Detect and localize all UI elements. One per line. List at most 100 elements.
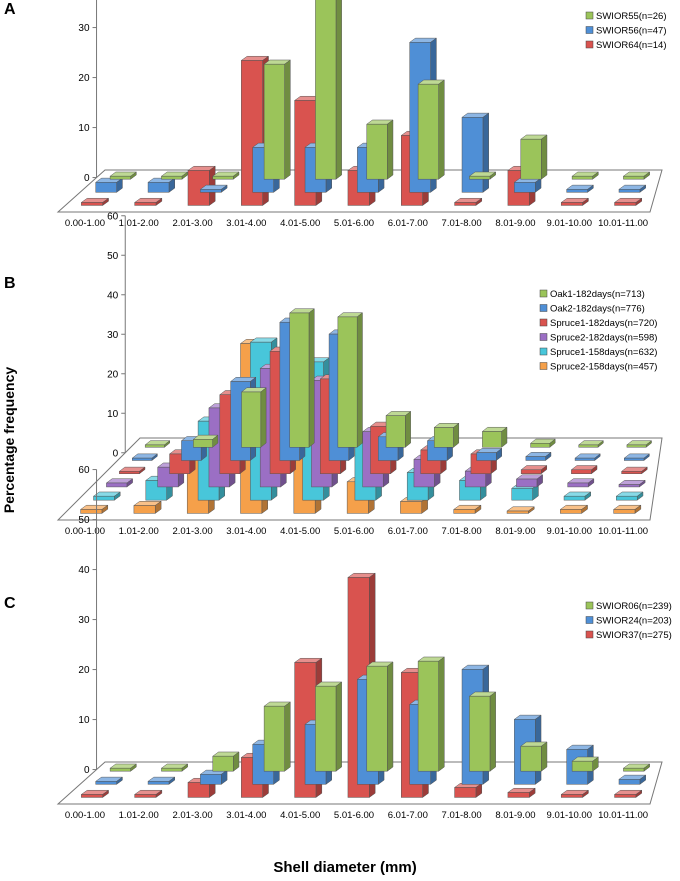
bar-c-0-8 — [520, 741, 548, 772]
bar-front — [621, 471, 642, 474]
bar-a-2-0 — [80, 197, 110, 206]
bar-side — [489, 691, 496, 772]
bar-front — [520, 745, 542, 772]
bar-c-1-0 — [94, 776, 124, 785]
bar-c-2-8 — [507, 787, 536, 798]
bar-front — [560, 202, 583, 206]
bar-front — [200, 189, 222, 193]
bar-front — [624, 457, 645, 461]
bar-front — [525, 456, 546, 461]
bar-b-0-9 — [578, 440, 605, 448]
legend-label: Spruce1-158days(n=632) — [550, 347, 657, 358]
bar-a-1-10 — [618, 184, 647, 193]
bar-b-2-10 — [620, 466, 648, 475]
legend-label: SWIOR56(n=47) — [596, 26, 667, 37]
bar-side — [438, 79, 445, 180]
legend-label: SWIOR37(n=275) — [596, 630, 672, 641]
bar-front — [93, 495, 115, 501]
bar-a-1-1 — [147, 177, 176, 193]
legend-swatch — [539, 333, 548, 341]
bar-front — [614, 202, 637, 206]
x-tick-label: 10.01-11.00 — [598, 526, 648, 537]
bar-front — [469, 695, 491, 772]
x-tick-label: 0.00-1.00 — [65, 810, 105, 821]
bar-b-1-9 — [574, 453, 601, 461]
bar-b-1-0 — [131, 453, 159, 461]
y-tick-label: 60 — [78, 465, 90, 476]
bar-a-2-1 — [133, 197, 163, 206]
bar-c-0-7 — [468, 691, 497, 772]
legend-swatch — [539, 289, 548, 298]
bar-a-0-8 — [520, 134, 548, 180]
bar-front — [571, 469, 592, 474]
bar-a-0-2 — [212, 171, 240, 180]
y-tick-label: 0 — [84, 173, 90, 184]
panel-letter: A — [4, 1, 16, 18]
bar-front — [461, 117, 484, 193]
bar-front — [212, 755, 234, 772]
legend-swatch — [585, 26, 594, 34]
bar-front — [574, 457, 596, 461]
bar-c-0-9 — [571, 756, 600, 772]
x-tick-label: 7.01-8.00 — [442, 218, 482, 229]
bar-front — [618, 484, 640, 488]
bar-a-0-6 — [417, 79, 446, 180]
y-tick-label: 50 — [107, 251, 119, 262]
bar-c-0-1 — [160, 763, 189, 772]
x-tick-label: 6.01-7.00 — [388, 218, 428, 229]
bar-front — [520, 138, 542, 180]
bar-side — [541, 741, 548, 772]
y-tick-label: 30 — [107, 330, 119, 341]
bar-front — [263, 63, 285, 180]
x-tick-label: 3.01-4.00 — [226, 810, 266, 821]
bar-c-1-1 — [147, 776, 176, 785]
bar-side — [438, 656, 445, 772]
x-tick-label: 2.01-3.00 — [172, 218, 212, 229]
bar-front — [520, 469, 542, 474]
y-tick-label: 50 — [78, 515, 90, 526]
bar-front — [95, 182, 117, 193]
bar-front — [133, 505, 156, 514]
bar-front — [134, 202, 157, 206]
bar-side — [335, 0, 342, 180]
bar-b-0-8 — [529, 438, 556, 448]
legend-label: SWIOR24(n=203) — [596, 616, 672, 627]
bar-b-0-0 — [144, 440, 171, 448]
bar-c-1-10 — [618, 774, 647, 785]
legend-label: Spruce1-182days(n=720) — [550, 318, 657, 329]
bar-front — [613, 509, 636, 514]
bar-b-4-0 — [92, 491, 121, 501]
bar-front — [530, 443, 551, 448]
bar-c-2-7 — [453, 782, 483, 798]
x-tick-label: 8.01-9.00 — [495, 218, 535, 229]
bar-front — [144, 444, 165, 448]
bar-front — [193, 439, 213, 448]
y-tick-label: 40 — [78, 565, 90, 576]
bar-side — [308, 308, 315, 448]
panel-letter: B — [4, 275, 16, 292]
bar-front — [433, 427, 454, 448]
bar-c-2-1 — [133, 789, 163, 798]
y-tick-label: 10 — [78, 123, 90, 134]
x-tick-label: 2.01-3.00 — [172, 810, 212, 821]
y-tick-label: 30 — [78, 23, 90, 34]
x-tick-label: 1.01-2.00 — [119, 218, 159, 229]
bar-b-0-7 — [481, 426, 508, 448]
bar-a-1-8 — [513, 177, 542, 193]
legend-label: SWIOR64(n=14) — [596, 40, 667, 51]
legend-label: Spruce2-182days(n=598) — [550, 333, 657, 344]
bar-front — [623, 767, 645, 772]
bar-side — [284, 59, 291, 180]
y-tick-label: 20 — [78, 665, 90, 676]
bar-b-0-1 — [192, 434, 219, 448]
bar-front — [315, 0, 337, 180]
bar-a-1-0 — [94, 177, 124, 193]
bar-c-1-2 — [199, 769, 228, 785]
bar-c-0-6 — [417, 656, 446, 772]
bar-front — [614, 794, 637, 798]
bar-c-2-0 — [80, 789, 110, 798]
bar-b-5-1 — [133, 500, 162, 514]
bar-front — [417, 83, 439, 180]
bar-front — [618, 779, 641, 785]
